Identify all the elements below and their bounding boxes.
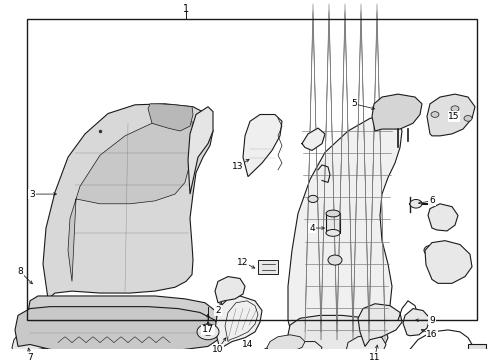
Text: 6: 6: [428, 196, 434, 205]
Text: 3: 3: [29, 190, 35, 199]
Polygon shape: [215, 276, 244, 303]
Polygon shape: [357, 304, 401, 346]
Ellipse shape: [423, 246, 435, 255]
Text: 4: 4: [308, 224, 314, 233]
Text: 17: 17: [202, 325, 213, 334]
Bar: [467, 345, 485, 359]
Polygon shape: [346, 335, 385, 360]
Bar: [325, 213, 339, 233]
Text: 16: 16: [426, 330, 437, 339]
Bar: [27, 19, 476, 320]
Polygon shape: [148, 104, 193, 131]
Text: 8: 8: [17, 267, 23, 276]
Ellipse shape: [325, 210, 339, 217]
Circle shape: [450, 106, 458, 112]
Polygon shape: [371, 94, 421, 131]
Text: 12: 12: [237, 257, 248, 266]
Text: 2: 2: [215, 306, 221, 315]
Bar: [258, 260, 278, 274]
Text: 11: 11: [368, 352, 380, 360]
Text: 13: 13: [232, 162, 243, 171]
Polygon shape: [215, 296, 262, 349]
Circle shape: [203, 328, 213, 336]
Text: 9: 9: [428, 316, 434, 325]
Polygon shape: [15, 307, 220, 353]
Text: 5: 5: [350, 99, 356, 108]
Text: 15: 15: [447, 112, 459, 121]
Polygon shape: [187, 107, 213, 194]
Circle shape: [197, 324, 219, 340]
Circle shape: [430, 112, 438, 117]
Polygon shape: [424, 240, 471, 283]
Polygon shape: [402, 309, 429, 336]
Polygon shape: [287, 114, 401, 347]
Text: 1: 1: [183, 4, 188, 14]
Circle shape: [307, 195, 317, 203]
Polygon shape: [47, 351, 184, 360]
Text: 7: 7: [27, 352, 33, 360]
Bar: [286, 349, 406, 360]
Polygon shape: [68, 116, 193, 282]
Polygon shape: [266, 335, 305, 357]
Circle shape: [327, 255, 341, 265]
Ellipse shape: [325, 229, 339, 236]
Text: 14: 14: [242, 340, 253, 349]
Polygon shape: [28, 296, 218, 337]
Polygon shape: [426, 94, 474, 136]
Polygon shape: [427, 204, 457, 231]
Polygon shape: [262, 342, 321, 360]
Circle shape: [463, 116, 471, 121]
Polygon shape: [302, 128, 325, 150]
Text: 10: 10: [212, 345, 224, 354]
Polygon shape: [12, 330, 95, 359]
Polygon shape: [43, 104, 213, 299]
Text: 17: 17: [202, 325, 214, 334]
Polygon shape: [287, 315, 387, 353]
Circle shape: [409, 199, 421, 208]
Bar: [317, 357, 335, 360]
Polygon shape: [45, 337, 168, 360]
Polygon shape: [243, 114, 282, 177]
